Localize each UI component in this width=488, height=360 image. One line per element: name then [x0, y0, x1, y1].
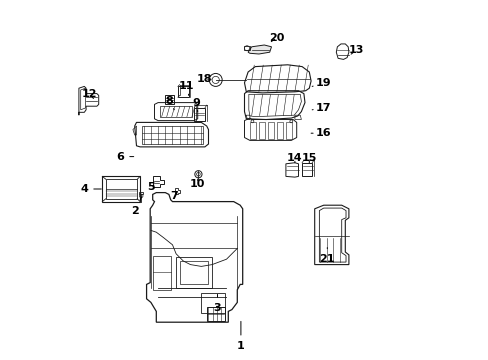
Text: 12: 12: [82, 89, 97, 99]
Text: 9: 9: [192, 98, 200, 112]
Text: 1: 1: [237, 321, 244, 351]
Text: 21: 21: [319, 248, 334, 264]
Text: 8: 8: [164, 96, 174, 110]
Text: 20: 20: [269, 33, 284, 43]
Text: 6: 6: [116, 152, 133, 162]
Text: 16: 16: [310, 128, 331, 138]
Text: 11: 11: [179, 81, 194, 95]
Text: 15: 15: [301, 153, 316, 163]
Polygon shape: [247, 45, 271, 54]
Text: 18: 18: [197, 74, 212, 84]
Text: 19: 19: [311, 78, 331, 88]
Text: 10: 10: [190, 179, 205, 189]
Text: 14: 14: [286, 153, 302, 163]
Text: 13: 13: [347, 45, 363, 55]
Text: 7: 7: [170, 191, 178, 201]
Text: 2: 2: [131, 197, 142, 216]
Text: 3: 3: [213, 294, 221, 313]
Text: 4: 4: [80, 184, 101, 194]
Text: 5: 5: [147, 182, 154, 192]
Text: 17: 17: [311, 103, 331, 113]
